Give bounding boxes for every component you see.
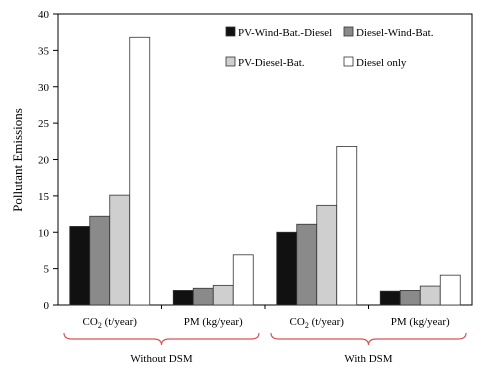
bar-diesel-only-2 [336,146,358,306]
category-label: PM (kg/year) [391,316,450,328]
bar-diesel-wind-bat--2 [296,223,318,306]
category-label: PM (kg/year) [184,316,243,328]
bar-diesel-only-1 [232,254,254,306]
group-label: With DSM [344,353,392,365]
bar-pv-diesel-bat--1 [212,284,234,306]
bar-pv-wind-bat-diesel-3 [379,290,401,306]
y-tick-label: 10 [38,227,50,239]
y-tick-label: 20 [38,155,50,167]
legend-label: PV-Diesel-Bat. [238,57,305,69]
bar-pv-wind-bat-diesel-1 [172,290,194,306]
legend-swatch [343,56,354,67]
bars [69,36,461,306]
bar-pv-diesel-bat--3 [419,285,441,306]
category-labels: CO2 (t/year) PM (kg/year) CO2 (t/year) PM (… [83,316,451,330]
bar-pv-diesel-bat--0 [109,194,131,306]
y-tick-label: 5 [44,264,50,276]
category-label: CO2 (t/year) [83,316,138,330]
y-tick-label: 15 [38,191,50,203]
y-tick-label: 40 [38,9,50,21]
category-label: CO2 (t/year) [290,316,345,330]
group-braces: Without DSM With DSM [63,332,467,365]
legend-swatch [343,26,354,37]
bar-pv-wind-bat-diesel-0 [69,226,91,306]
y-tick-label: 25 [38,118,50,130]
legend-label: Diesel-Wind-Bat. [356,27,434,39]
legend-swatch [225,56,236,67]
bar-diesel-wind-bat--1 [192,287,214,306]
group-brace [270,332,467,346]
legend: PV-Wind-Bat.-Diesel Diesel-Wind-Bat. PV-Di… [225,26,434,69]
y-tick-label: 0 [44,300,50,312]
y-tick-label: 35 [38,45,50,57]
group-label: Without DSM [130,353,192,365]
bar-diesel-only-3 [439,274,461,306]
y-tick-label: 30 [38,82,50,94]
group-brace [63,332,260,346]
bar-pv-diesel-bat--2 [316,204,338,306]
legend-label: Diesel only [356,57,407,69]
bar-diesel-wind-bat--3 [399,290,421,306]
bar-diesel-wind-bat--0 [89,215,111,306]
y-axis-label: Pollutant Emissions [10,108,25,212]
legend-swatch [225,26,236,37]
bar-diesel-only-0 [129,36,151,306]
legend-label: PV-Wind-Bat.-Diesel [238,27,332,39]
y-ticks: 0 5 10 15 20 25 30 35 40 [38,9,58,312]
bar-pv-wind-bat-diesel-2 [276,231,298,306]
